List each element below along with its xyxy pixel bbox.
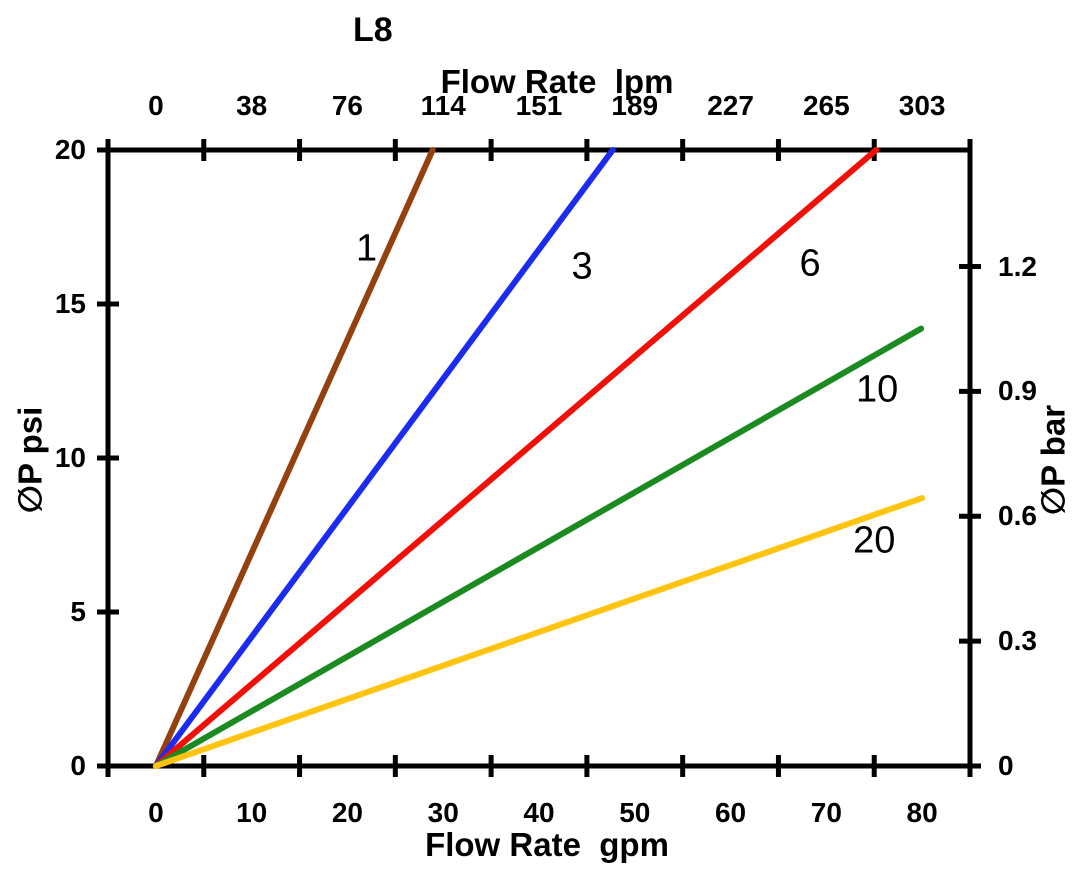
x-bottom-tick-label: 40 (523, 797, 555, 828)
y-right-tick-label: 0 (998, 750, 1014, 781)
x-top-tick-label: 303 (898, 90, 946, 121)
y-left-tick-label: 10 (54, 442, 86, 473)
series-label-3: 3 (571, 245, 593, 288)
left-axis-title: ∅P psi (11, 406, 49, 514)
series-line-6 (152, 147, 880, 769)
top-axis-title: Flow Rate lpm (440, 63, 674, 100)
y-right-tick-label: 0.6 (998, 500, 1037, 532)
x-bottom-tick-label: 0 (148, 797, 164, 828)
right-axis-title: ∅P bar (1034, 404, 1072, 516)
series-label-10: 10 (855, 368, 899, 411)
x-top-tick-label: 189 (611, 90, 659, 121)
series-label-1: 1 (356, 227, 378, 270)
x-bottom-tick-label: 10 (236, 797, 268, 828)
series-line-20 (152, 495, 926, 769)
series-line-3 (152, 147, 616, 769)
x-bottom-tick-label: 80 (906, 797, 938, 828)
series-line-10 (152, 325, 925, 769)
y-left-tick-label: 5 (70, 596, 86, 627)
y-right-tick-label: 1.2 (998, 250, 1037, 282)
x-top-tick-label: 151 (515, 90, 563, 121)
x-top-tick-label: 114 (420, 90, 466, 121)
y-left-tick-label: 20 (54, 134, 86, 165)
x-bottom-tick-label: 20 (331, 797, 364, 828)
series-label-20: 20 (853, 519, 896, 562)
y-left-tick-label: 15 (54, 288, 86, 319)
x-bottom-tick-label: 70 (810, 797, 842, 828)
x-top-tick-label: 0 (148, 90, 164, 121)
y-right-tick-label: 0.3 (998, 625, 1037, 657)
bottom-axis-title: Flow Rate gpm (425, 826, 669, 863)
x-top-tick-label: 76 (331, 90, 364, 121)
x-top-tick-label: 227 (707, 90, 754, 121)
series-line-1 (152, 147, 436, 769)
x-top-tick-label: 38 (236, 90, 268, 121)
x-bottom-tick-label: 30 (427, 797, 459, 828)
series-label-6: 6 (799, 242, 821, 285)
y-right-tick-label: 0.9 (998, 375, 1037, 407)
chart-title: L8 (353, 11, 393, 49)
x-bottom-tick-label: 50 (619, 797, 651, 828)
x-top-tick-label: 265 (802, 90, 850, 121)
y-left-tick-label: 0 (70, 750, 86, 781)
x-bottom-tick-label: 60 (714, 797, 747, 828)
